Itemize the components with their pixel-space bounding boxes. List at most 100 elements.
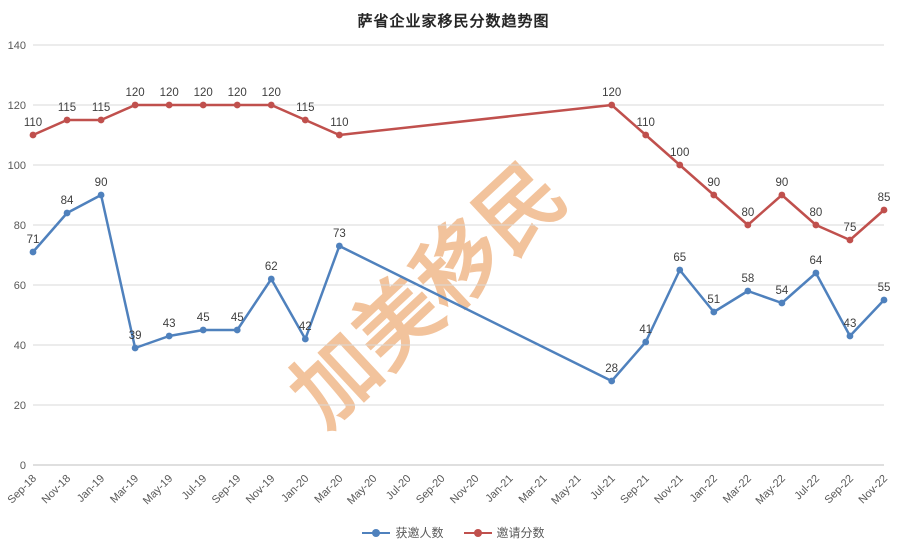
x-axis-tick-label: Sep-21 — [618, 473, 652, 507]
x-axis-tick-label: Sep-20 — [414, 473, 448, 507]
data-label: 55 — [878, 282, 891, 294]
data-point-marker — [846, 332, 854, 340]
data-point-marker — [301, 335, 309, 343]
y-axis-tick-label: 0 — [20, 460, 26, 472]
data-label: 62 — [265, 261, 278, 273]
x-axis-tick-label: Jul-21 — [588, 473, 618, 503]
x-axis-tick-label: Jan-20 — [279, 473, 311, 505]
y-axis-tick-label: 100 — [8, 160, 26, 172]
data-point-marker — [608, 377, 616, 385]
data-label: 90 — [775, 177, 788, 189]
data-point-marker — [267, 275, 275, 283]
x-axis-tick-label: May-19 — [141, 473, 175, 507]
data-point-marker — [335, 242, 343, 250]
data-label: 115 — [92, 102, 110, 114]
data-point-marker — [710, 308, 718, 316]
data-point-marker — [233, 326, 241, 334]
data-label: 65 — [673, 252, 686, 264]
x-axis-tick-label: Sep-18 — [6, 473, 40, 507]
data-point-marker — [812, 269, 820, 277]
data-point-marker — [29, 131, 37, 139]
data-point-marker — [744, 221, 752, 229]
legend-line-marker-icon — [362, 528, 391, 537]
data-label: 110 — [637, 117, 655, 129]
data-point-marker — [778, 191, 786, 199]
data-label: 39 — [129, 330, 142, 342]
legend-label: 邀请分数 — [496, 526, 545, 540]
data-label: 45 — [231, 312, 244, 324]
x-axis-tick-label: Jul-20 — [384, 473, 414, 503]
x-axis-tick-label: May-20 — [345, 473, 379, 507]
data-point-marker — [642, 338, 650, 346]
data-label: 64 — [810, 255, 823, 267]
data-label: 73 — [333, 228, 346, 240]
data-point-marker — [608, 101, 616, 109]
x-axis-tick-label: Sep-22 — [823, 473, 857, 507]
x-axis-tick-label: Nov-22 — [857, 473, 891, 507]
data-label: 120 — [160, 87, 179, 99]
data-point-marker — [880, 206, 888, 214]
data-point-marker — [778, 299, 786, 307]
x-axis-tick-label: Sep-19 — [210, 473, 244, 507]
x-axis-tick-label: Nov-20 — [448, 473, 482, 507]
data-point-marker — [846, 236, 854, 244]
x-axis-tick-label: May-21 — [549, 473, 583, 507]
data-label: 51 — [707, 294, 720, 306]
data-label: 115 — [296, 102, 314, 114]
data-point-marker — [744, 287, 752, 295]
data-point-marker — [676, 266, 684, 274]
x-axis-tick-label: Jul-22 — [792, 473, 822, 503]
data-label: 120 — [228, 87, 247, 99]
watermark-text: 加美移民 — [273, 145, 583, 443]
data-point-marker — [812, 221, 820, 229]
x-axis-tick-label: Jul-19 — [180, 473, 210, 503]
y-axis-tick-label: 60 — [14, 280, 26, 292]
legend-label: 获邀人数 — [395, 526, 444, 540]
data-point-marker — [267, 101, 275, 109]
data-label: 90 — [95, 177, 108, 189]
data-label: 75 — [844, 222, 857, 234]
data-label: 100 — [670, 147, 689, 159]
y-axis-tick-label: 140 — [8, 40, 26, 52]
x-axis-tick-label: Mar-21 — [517, 473, 550, 506]
x-axis-tick-label: Jan-22 — [688, 473, 720, 505]
data-point-marker — [63, 209, 71, 217]
data-point-marker — [63, 116, 71, 124]
data-label: 43 — [163, 318, 176, 330]
data-label: 58 — [741, 273, 754, 285]
data-label: 120 — [194, 87, 213, 99]
x-axis-tick-label: Nov-21 — [652, 473, 686, 507]
data-point-marker — [165, 332, 173, 340]
data-point-marker — [642, 131, 650, 139]
data-label: 90 — [707, 177, 720, 189]
data-label: 80 — [741, 207, 754, 219]
y-axis-tick-label: 20 — [14, 400, 26, 412]
data-label: 120 — [262, 87, 281, 99]
data-point-marker — [676, 161, 684, 169]
data-label: 41 — [639, 324, 652, 336]
data-label: 85 — [878, 192, 891, 204]
data-point-marker — [880, 296, 888, 304]
data-point-marker — [335, 131, 343, 139]
data-label: 80 — [810, 207, 823, 219]
x-axis-tick-label: Nov-18 — [40, 473, 74, 507]
data-point-marker — [29, 248, 37, 256]
data-label: 54 — [775, 285, 788, 297]
data-point-marker — [301, 116, 309, 124]
data-label: 120 — [602, 87, 621, 99]
data-point-marker — [710, 191, 718, 199]
data-label: 42 — [299, 321, 312, 333]
data-label: 115 — [58, 102, 76, 114]
x-axis-tick-label: Jan-19 — [75, 473, 107, 505]
data-point-marker — [131, 101, 139, 109]
data-label: 110 — [24, 117, 42, 129]
data-label: 120 — [126, 87, 145, 99]
data-point-marker — [199, 101, 207, 109]
data-point-marker — [165, 101, 173, 109]
chart-title: 萨省企业家移民分数趋势图 — [357, 13, 550, 30]
y-axis-tick-label: 120 — [8, 100, 26, 112]
data-label: 45 — [197, 312, 210, 324]
data-label: 28 — [605, 363, 618, 375]
